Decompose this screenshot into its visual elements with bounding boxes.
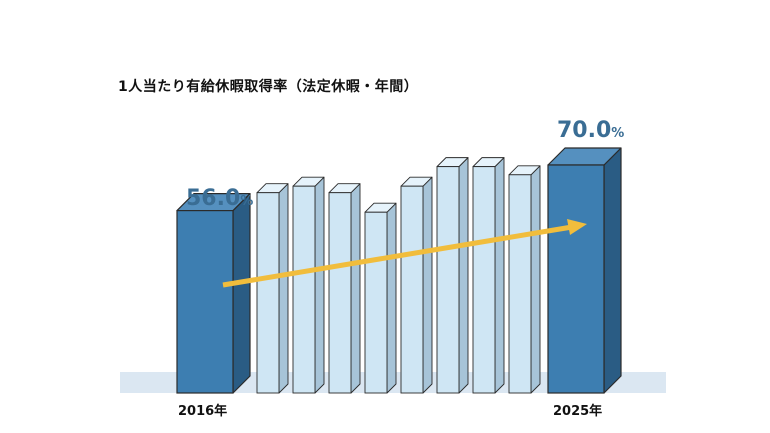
x-label-last: 2025年 xyxy=(553,404,603,419)
bar-4 xyxy=(328,192,352,394)
bar-side-1 xyxy=(232,193,251,394)
value-label-last-number: 70.0 xyxy=(557,118,612,143)
value-label-last-unit: % xyxy=(611,126,625,141)
bar-side-10 xyxy=(603,147,622,394)
value-label-first: 56.0% xyxy=(186,186,253,211)
bar-side-8 xyxy=(494,157,505,394)
bar-side-5 xyxy=(386,202,397,394)
value-label-last: 70.0% xyxy=(557,118,624,143)
bar-2 xyxy=(256,192,280,394)
value-label-first-number: 56.0 xyxy=(186,186,241,211)
bar-side-2 xyxy=(278,183,289,394)
bar-5 xyxy=(364,211,388,394)
bar-3 xyxy=(292,185,316,394)
bar-side-4 xyxy=(350,183,361,394)
bar-6 xyxy=(400,185,424,394)
trend-arrow-line xyxy=(222,224,573,288)
bar-side-9 xyxy=(530,165,541,394)
bar-10 xyxy=(547,164,605,394)
chart-title: 1人当たり有給休暇取得率（法定休暇・年間） xyxy=(118,79,419,95)
bar-side-6 xyxy=(422,176,433,394)
trend-arrow-head xyxy=(567,219,587,235)
x-label-first: 2016年 xyxy=(178,404,228,419)
bar-8 xyxy=(472,166,496,394)
bar-9 xyxy=(508,174,532,394)
bar-side-7 xyxy=(458,157,469,394)
value-label-first-unit: % xyxy=(240,194,254,209)
bar-1 xyxy=(176,210,234,394)
bar-side-3 xyxy=(314,176,325,394)
bar-7 xyxy=(436,166,460,394)
